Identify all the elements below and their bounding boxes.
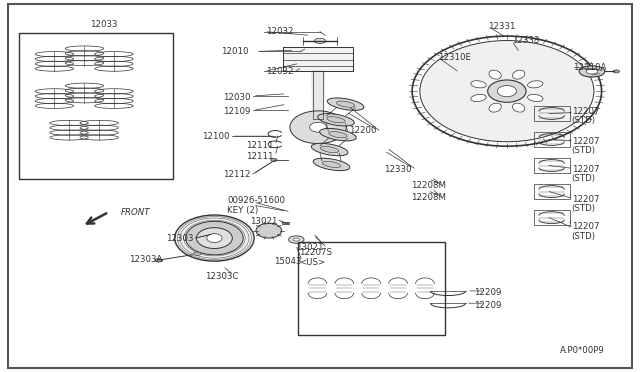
Ellipse shape [313, 158, 350, 171]
Text: 12010: 12010 [221, 47, 248, 56]
Ellipse shape [327, 98, 364, 110]
Ellipse shape [513, 70, 525, 79]
Ellipse shape [586, 69, 598, 74]
Text: 12033: 12033 [90, 20, 117, 29]
Text: 12207: 12207 [572, 222, 599, 231]
Bar [534, 132, 570, 147]
Text: 12310A: 12310A [573, 63, 606, 72]
Polygon shape [312, 71, 324, 119]
Text: FRONT: FRONT [120, 208, 150, 217]
Text: 12200: 12200 [349, 126, 376, 135]
Ellipse shape [293, 238, 300, 241]
Text: 15043: 15043 [274, 257, 301, 266]
Text: <US>: <US> [299, 258, 325, 267]
Text: (STD): (STD) [572, 204, 595, 213]
Circle shape [196, 228, 232, 248]
Polygon shape [283, 46, 353, 71]
Circle shape [256, 223, 282, 238]
Text: (STD): (STD) [572, 116, 595, 125]
Ellipse shape [613, 70, 620, 73]
Text: 12207: 12207 [572, 195, 599, 203]
Ellipse shape [193, 252, 201, 256]
Ellipse shape [327, 117, 345, 123]
Text: (STD): (STD) [572, 232, 595, 241]
Text: 13021: 13021 [296, 243, 323, 252]
Text: 12208M: 12208M [411, 193, 446, 202]
Text: 12331: 12331 [488, 22, 515, 31]
Text: 12109: 12109 [223, 107, 250, 116]
Text: A.P0*00P9: A.P0*00P9 [560, 346, 605, 355]
Bar [298, 242, 445, 335]
Ellipse shape [489, 103, 501, 112]
Text: 12111: 12111 [246, 141, 274, 150]
Ellipse shape [579, 66, 605, 77]
Circle shape [488, 80, 526, 102]
Ellipse shape [513, 103, 525, 112]
Text: 13021: 13021 [250, 217, 277, 226]
Ellipse shape [314, 38, 326, 44]
Text: 12303: 12303 [166, 234, 194, 243]
Text: KEY (2): KEY (2) [227, 206, 259, 215]
Ellipse shape [323, 161, 340, 167]
Ellipse shape [321, 147, 339, 153]
Text: 12330: 12330 [384, 165, 412, 174]
Ellipse shape [527, 94, 543, 102]
Ellipse shape [489, 70, 501, 79]
Circle shape [310, 122, 326, 132]
Ellipse shape [155, 259, 163, 262]
Text: 00926-51600: 00926-51600 [227, 196, 285, 205]
Bar [534, 158, 570, 173]
Circle shape [420, 41, 594, 142]
Text: 12111: 12111 [246, 152, 274, 161]
Ellipse shape [271, 158, 277, 161]
Text: 12333: 12333 [512, 36, 540, 45]
Text: (STD): (STD) [572, 174, 595, 183]
Text: 12207: 12207 [572, 137, 599, 146]
Circle shape [290, 111, 346, 144]
Text: 12112: 12112 [223, 170, 250, 179]
Bar [282, 222, 289, 224]
Ellipse shape [471, 94, 486, 102]
Text: 12207: 12207 [572, 107, 599, 116]
Text: 12100: 12100 [202, 132, 229, 141]
Ellipse shape [329, 132, 347, 138]
Text: 12207S: 12207S [299, 248, 332, 257]
Ellipse shape [289, 236, 304, 243]
Text: 12030: 12030 [223, 93, 250, 102]
Ellipse shape [337, 101, 355, 107]
Bar [534, 184, 570, 199]
Circle shape [497, 86, 516, 97]
Ellipse shape [527, 81, 543, 88]
Bar [19, 33, 173, 179]
Text: 12303C: 12303C [205, 272, 238, 280]
Text: 12209: 12209 [474, 288, 501, 296]
Ellipse shape [311, 143, 348, 156]
Ellipse shape [471, 81, 486, 88]
Text: 12209: 12209 [474, 301, 501, 310]
Bar [534, 106, 570, 121]
Ellipse shape [319, 128, 356, 141]
Text: 12032: 12032 [266, 67, 293, 76]
Text: 12207: 12207 [572, 165, 599, 174]
Circle shape [175, 215, 254, 261]
Text: (STD): (STD) [572, 146, 595, 155]
Ellipse shape [317, 113, 355, 126]
Text: 12032: 12032 [266, 27, 293, 36]
Circle shape [207, 234, 222, 243]
Text: 12208M: 12208M [411, 181, 446, 190]
Circle shape [186, 221, 243, 255]
Text: 12303A: 12303A [129, 255, 163, 264]
Text: 12310E: 12310E [438, 53, 472, 62]
Bar [534, 210, 570, 225]
